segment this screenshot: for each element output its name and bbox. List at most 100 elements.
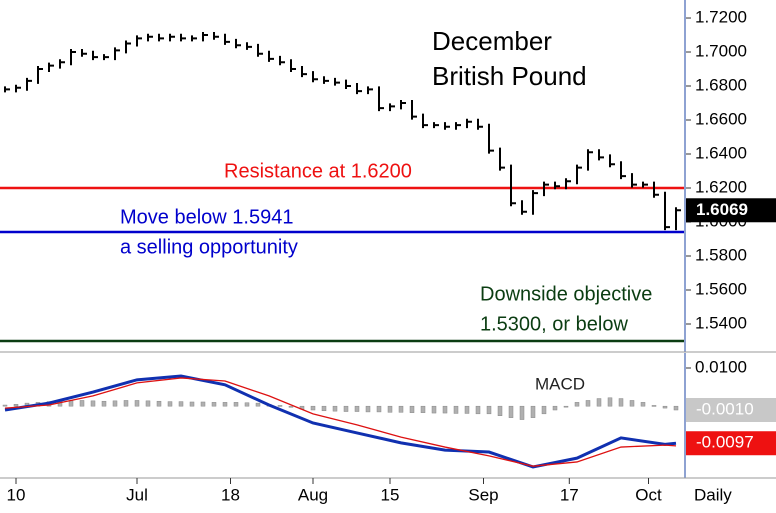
x-tick-label: Jul [126,485,148,504]
histogram-bar [277,405,283,407]
price-bar [367,86,373,95]
histogram-bar [167,401,173,407]
histogram-bar [508,405,514,418]
histogram-bar [486,405,492,415]
histogram-bar [101,400,107,407]
histogram-bar [156,400,162,407]
price-bar [444,122,450,130]
histogram-bar [321,405,327,412]
histogram-bar [530,405,536,418]
y-tick-label: 1.6800 [695,75,747,94]
price-bar [345,79,351,90]
histogram-bar [662,405,668,409]
macd-last-label: -0.0097 [696,433,754,452]
price-bar [147,33,153,42]
histogram-bar [442,405,448,414]
macd-line [4,374,677,469]
x-tick-label: 17 [560,485,579,504]
histogram-bar [618,398,624,407]
histogram-bar [629,400,635,407]
price-bar [664,191,670,231]
histogram-bar [68,400,74,407]
price-bar [620,161,626,180]
last-price-box [686,198,776,223]
histogram-bar [222,402,228,407]
histogram-bar [541,405,547,415]
price-bar [48,62,54,73]
price-bar [609,154,615,168]
x-tick-label: 10 [7,485,26,504]
hist-last-label: -0.0010 [696,399,754,418]
price-bar [26,77,32,91]
y-tick-label: 1.6600 [695,109,747,128]
price-bar [378,86,384,112]
price-bar [224,33,230,45]
histogram-bar [607,397,613,407]
price-bar [521,200,527,215]
hist-last-box [686,398,776,423]
price-bar [180,33,186,42]
histogram-bar [673,405,679,411]
price-bar [598,149,604,161]
histogram-bar [431,405,437,414]
price-bar [125,40,131,54]
histogram-bar [409,405,415,413]
histogram-bar [233,402,239,407]
histogram-bar [310,405,316,411]
price-bar [653,181,659,198]
price-bar [543,181,549,197]
price-bar [191,35,197,42]
macd-last-box [686,431,776,456]
x-tick-label: Aug [298,485,328,504]
price-bar [675,207,681,231]
histogram-bar [453,405,459,414]
price-bar [554,181,560,190]
price-bar [466,118,472,129]
chart-title: British Pound [432,61,587,91]
price-bar [642,181,648,188]
histogram-bar [244,402,250,407]
price-bar [389,103,395,112]
y-tick-label: 1.6200 [695,177,747,196]
last-price-label: 1.6069 [696,200,748,219]
histogram-bar [145,400,151,407]
price-bar [202,32,208,42]
price-bar [565,178,571,190]
histogram-bar [123,400,129,407]
price-bar [323,76,329,84]
x-tick-label: 15 [381,485,400,504]
price-bar [488,123,494,154]
price-bar [532,190,538,215]
histogram-bar [90,400,96,407]
histogram-bar [651,405,657,407]
histogram-bar [255,402,261,407]
price-bar [279,55,285,66]
histogram-bar [574,402,580,407]
annotation: Resistance at 1.6200 [224,160,412,182]
x-tick-label: Sep [468,485,498,504]
annotation: Downside objective [480,283,652,305]
histogram-bar [398,405,404,413]
price-bar [356,83,362,95]
x-axis-label: Daily [694,485,732,504]
price-bar [136,35,142,47]
histogram-bar [211,402,217,407]
price-bar [103,54,109,61]
price-bar [290,59,296,73]
price-bar [70,49,76,66]
histogram-bar [178,401,184,407]
histogram-bar [475,405,481,415]
histogram-bar [365,405,371,413]
price-bar [114,47,120,61]
price-bar [246,42,252,50]
histogram-bar [79,400,85,407]
y-tick-label: 1.5800 [695,245,747,264]
histogram-bar [519,405,525,420]
histogram-bar [13,404,19,407]
histogram-bar [134,400,140,407]
histogram-bar [552,405,558,411]
x-tick-label: 18 [221,485,240,504]
price-bar [301,66,307,78]
